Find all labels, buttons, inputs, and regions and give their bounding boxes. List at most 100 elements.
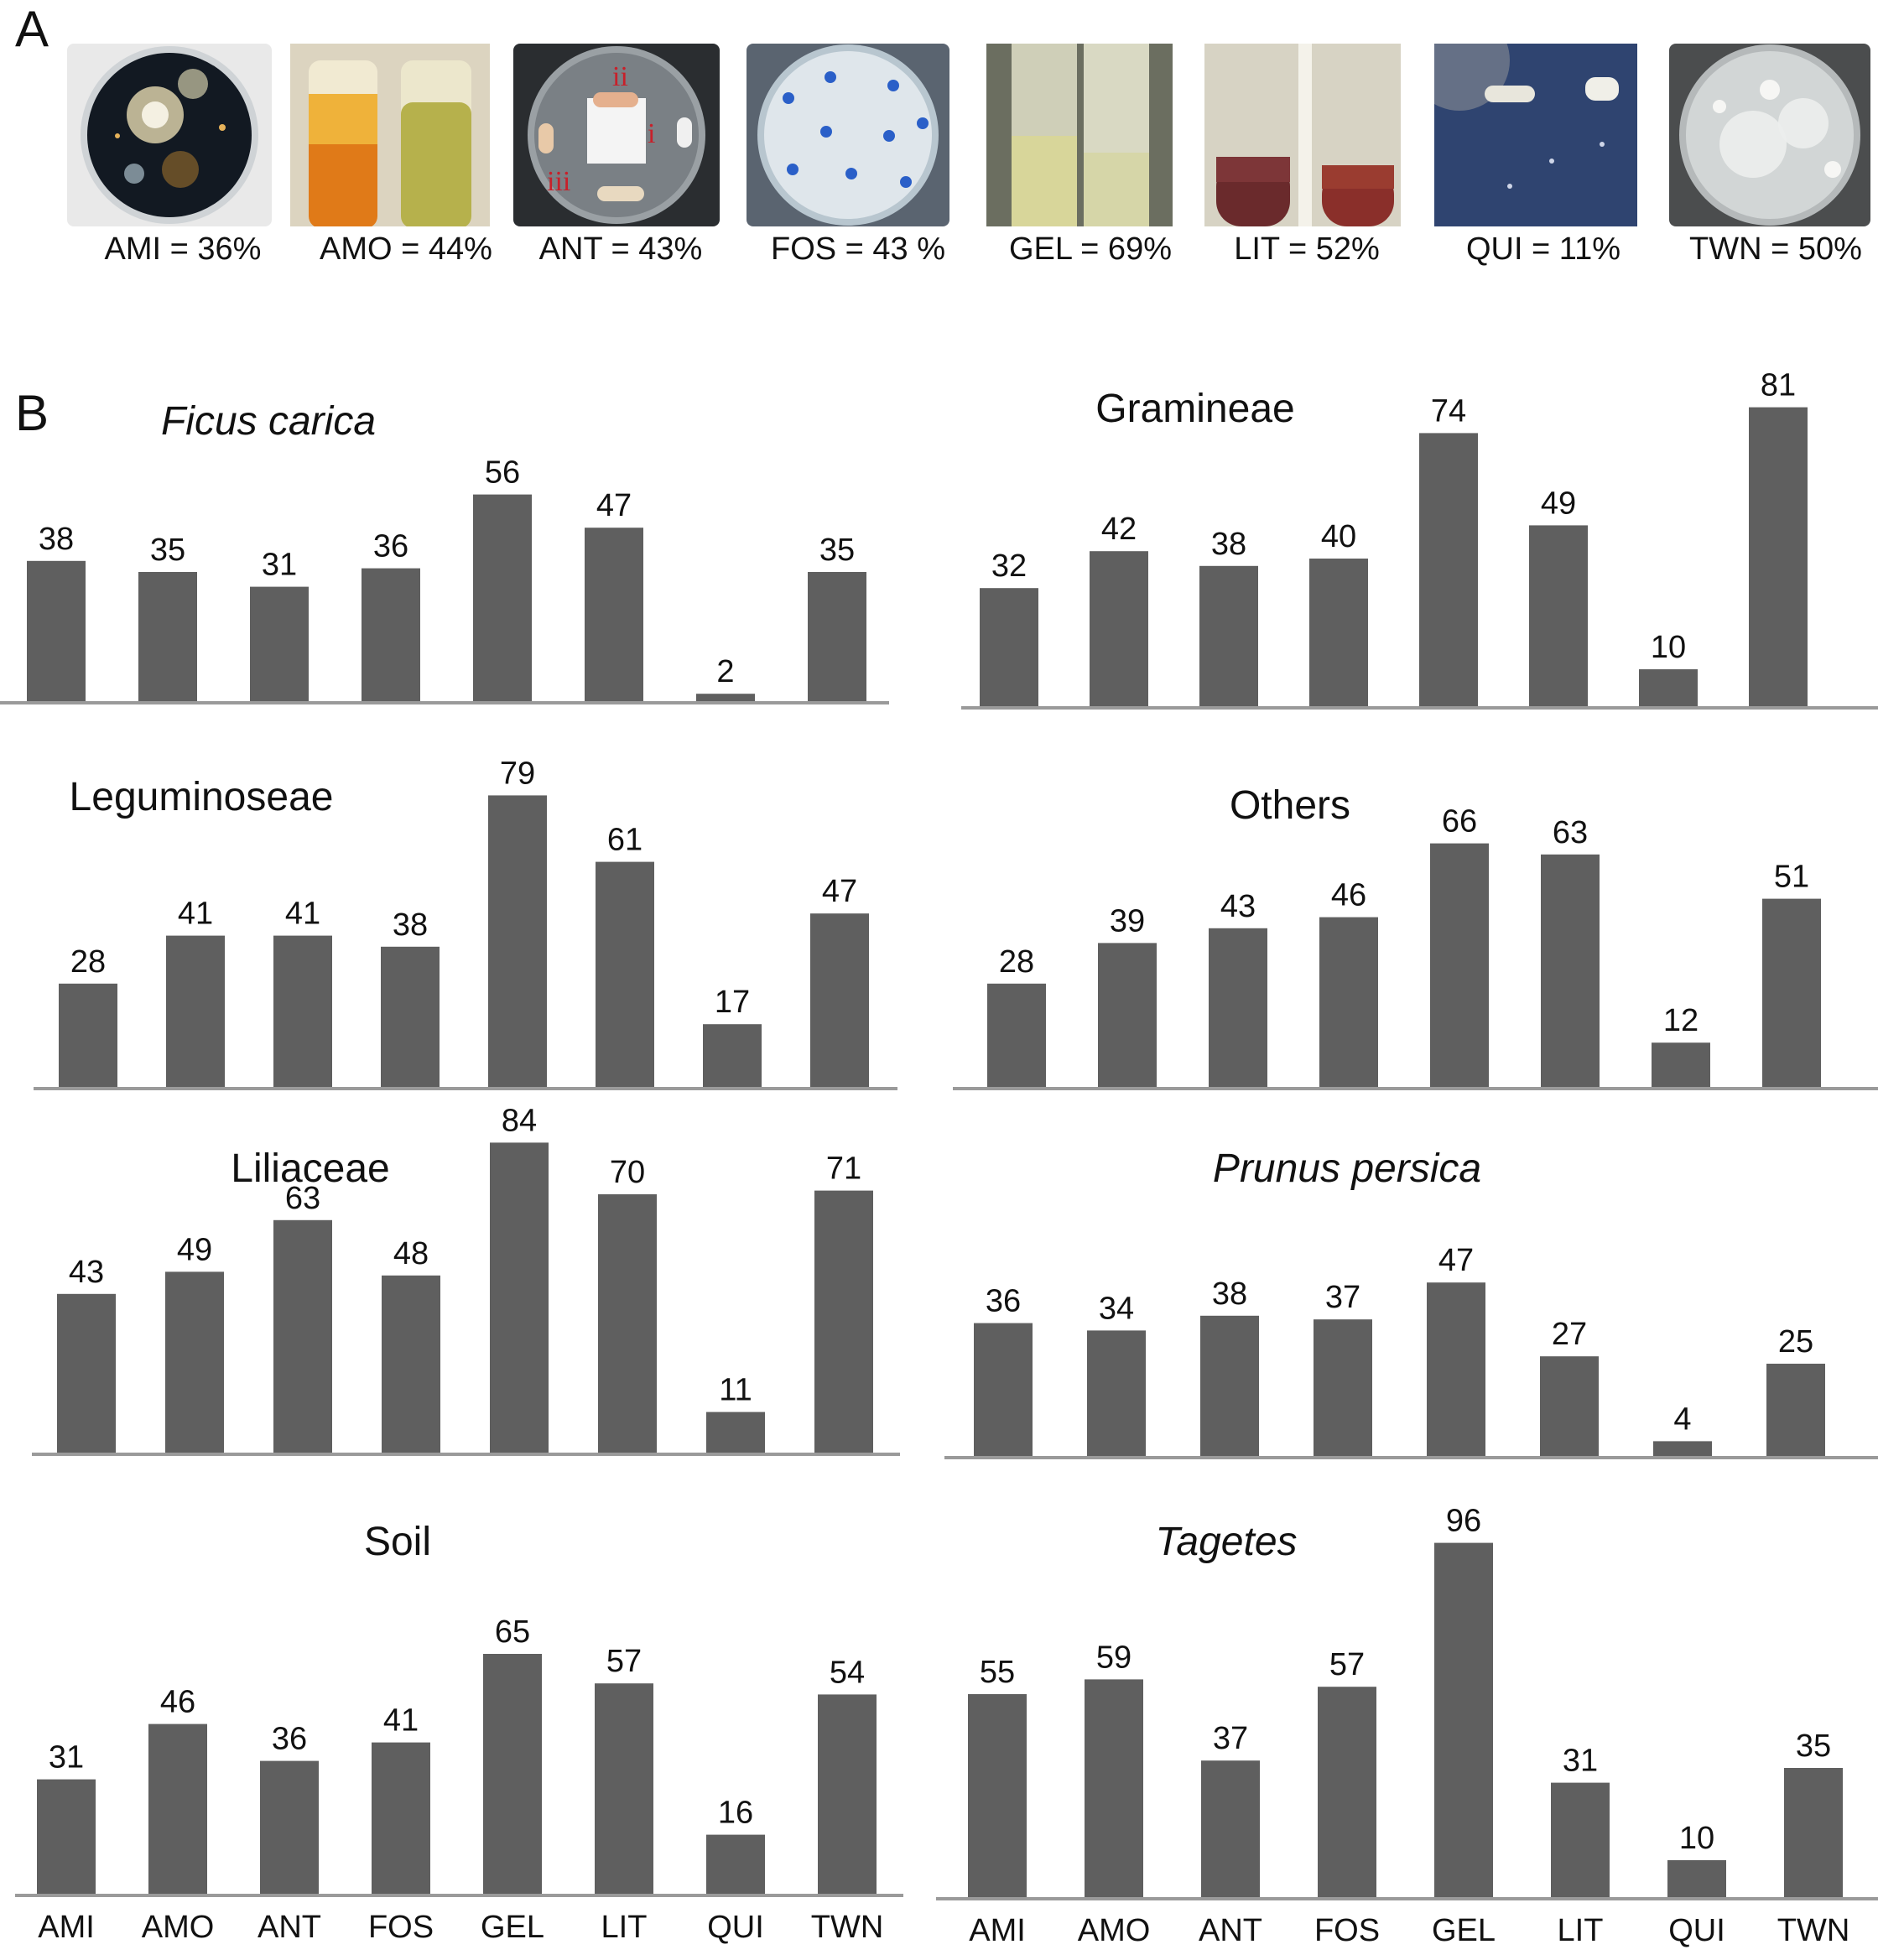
bar-value-label: 54: [830, 1655, 865, 1690]
bar-twn: [1766, 1364, 1825, 1456]
bar-ami: [37, 1779, 96, 1894]
bar-ant: [1200, 1315, 1259, 1456]
bar-value-label: 41: [178, 897, 213, 932]
test-label-ami: AMI = 36%: [104, 231, 262, 267]
category-label-fos: FOS: [368, 1910, 434, 1945]
category-label-ami: AMI: [38, 1910, 95, 1945]
bar-value-label: 49: [177, 1232, 212, 1267]
chart-title: Tagetes: [1155, 1520, 1297, 1564]
bar-twn: [1749, 407, 1808, 706]
test-label-twn: TWN = 50%: [1689, 231, 1862, 267]
bar-value-label: 37: [1325, 1280, 1360, 1315]
bar-ami: [987, 983, 1046, 1087]
bar-lit: [595, 1683, 653, 1894]
panel-a-letter: A: [15, 1, 49, 57]
bar-value-label: 25: [1778, 1324, 1813, 1360]
category-label-qui: QUI: [707, 1910, 764, 1945]
bar-ami: [968, 1694, 1027, 1897]
bar-amo: [1098, 943, 1157, 1087]
chart-title: Gramineae: [1095, 387, 1294, 431]
bar-qui: [1652, 1042, 1710, 1087]
bar-qui: [1667, 1860, 1726, 1897]
bar-fos: [362, 568, 420, 701]
bar-value-label: 17: [715, 985, 750, 1020]
bar-lit: [585, 528, 643, 701]
category-label-twn: TWN: [1777, 1913, 1850, 1948]
bar-chart-5: Prunus persica 36 34 38 37 47 27 4 25: [944, 1146, 1878, 1459]
bar-ant: [1209, 928, 1267, 1087]
test-label-amo: AMO = 44%: [320, 231, 492, 267]
bar-value-label: 31: [49, 1740, 84, 1775]
category-label-gel: GEL: [1432, 1913, 1496, 1948]
bar-gel: [473, 494, 532, 701]
bar-value-label: 42: [1101, 512, 1137, 547]
panel-b-letter: B: [15, 385, 49, 441]
bar-value-label: 36: [272, 1722, 307, 1757]
bar-amo: [1087, 1330, 1146, 1456]
bar-fos: [372, 1742, 430, 1894]
bar-twn: [818, 1694, 877, 1894]
category-label-qui: QUI: [1668, 1913, 1725, 1948]
bar-value-label: 12: [1663, 1003, 1699, 1038]
bar-fos: [1318, 1687, 1376, 1897]
bar-value-label: 37: [1213, 1721, 1248, 1756]
category-label-lit: LIT: [601, 1910, 648, 1945]
bar-value-label: 41: [285, 897, 320, 932]
bar-fos: [1309, 559, 1368, 706]
category-label-fos: FOS: [1314, 1913, 1380, 1948]
bar-lit: [1529, 525, 1588, 706]
bar-value-label: 16: [718, 1796, 753, 1831]
bar-value-label: 55: [980, 1655, 1015, 1690]
category-label-ami: AMI: [969, 1913, 1026, 1948]
photo-gel-tubes: [986, 44, 1173, 226]
photo-amo-tubes: [290, 44, 490, 226]
bar-value-label: 38: [1212, 1276, 1247, 1312]
chart-title: Liliaceae: [231, 1146, 389, 1191]
bar-amo: [1090, 551, 1148, 706]
bar-gel: [1434, 1542, 1493, 1897]
bar-fos: [1319, 917, 1378, 1087]
bar-gel: [490, 1142, 549, 1453]
bar-lit: [1540, 1356, 1599, 1456]
bar-chart-6: Soil 31 46 36 41 65 57 16 54 AMI AMO ANT FOS GEL LIT QU…: [15, 1520, 903, 1945]
bar-value-label: 66: [1442, 804, 1477, 840]
bar-value-label: 10: [1651, 630, 1686, 665]
category-label-ant: ANT: [258, 1910, 321, 1945]
bar-value-label: 96: [1446, 1504, 1481, 1539]
bar-chart-2: Leguminoseae 28 41 41 38 79 61 17 47: [34, 756, 897, 1090]
bar-value-label: 41: [383, 1703, 419, 1739]
bar-value-label: 11: [719, 1373, 752, 1408]
mark-ii: ii: [612, 61, 628, 92]
bar-value-label: 36: [373, 529, 408, 564]
bar-ami: [59, 983, 117, 1087]
bar-value-label: 4: [1673, 1401, 1691, 1437]
bar-chart-0: Ficus carica 38 35 31 36 56 47 2 35: [0, 399, 889, 704]
mark-iii: iii: [547, 166, 570, 197]
bar-value-label: 35: [1796, 1729, 1831, 1764]
bar-qui: [703, 1024, 762, 1087]
bar-gel: [1430, 843, 1489, 1087]
chart-title: Soil: [364, 1520, 431, 1564]
bar-value-label: 56: [485, 455, 520, 491]
category-label-lit: LIT: [1558, 1913, 1604, 1948]
bar-value-label: 31: [1563, 1744, 1598, 1779]
bar-lit: [596, 861, 654, 1087]
bar-value-label: 81: [1761, 368, 1796, 403]
bar-value-label: 28: [999, 944, 1034, 980]
category-label-ant: ANT: [1199, 1913, 1262, 1948]
bar-amo: [165, 1271, 224, 1453]
bar-qui: [1639, 669, 1698, 706]
bar-twn: [814, 1190, 873, 1453]
bar-ami: [27, 560, 86, 701]
bar-chart-7: Tagetes 55 59 37 57 96 31 10 35 AMI AMO ANT FOS GEL LI…: [936, 1504, 1878, 1948]
category-label-twn: TWN: [811, 1910, 884, 1945]
bar-qui: [696, 694, 755, 701]
bar-value-label: 48: [393, 1236, 429, 1271]
bar-value-label: 38: [39, 522, 74, 557]
bar-value-label: 51: [1774, 860, 1809, 895]
category-label-amo: AMO: [142, 1910, 215, 1945]
bar-value-label: 10: [1679, 1821, 1714, 1856]
bar-value-label: 47: [822, 874, 857, 909]
photo-ami-dish: [67, 44, 272, 226]
